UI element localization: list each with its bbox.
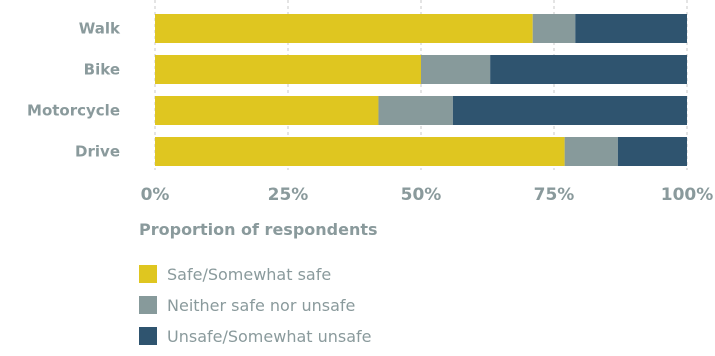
x-tick-label: 75% <box>534 185 575 205</box>
bar-segment <box>452 96 687 125</box>
category-label: Bike <box>84 61 120 79</box>
x-tick-label: 25% <box>268 185 309 205</box>
bar-segment <box>155 96 379 125</box>
bar-segment <box>421 55 491 84</box>
legend-label: Neither safe nor unsafe <box>167 296 355 315</box>
legend-swatch <box>139 296 157 314</box>
bar-segment <box>564 137 618 166</box>
x-tick-label: 100% <box>661 185 714 205</box>
legend: Safe/Somewhat safe Neither safe nor unsaf… <box>139 265 372 346</box>
bar-segment <box>532 14 576 43</box>
category-label: Drive <box>75 143 120 161</box>
gridlines <box>154 0 688 170</box>
x-tick-label: 0% <box>141 185 170 205</box>
bar-segment <box>617 137 687 166</box>
bar-segment <box>575 14 687 43</box>
bar-segment <box>155 55 421 84</box>
category-labels: Walk Bike Motorcycle Drive <box>27 20 121 161</box>
x-axis-title: Proportion of respondents <box>139 220 378 239</box>
category-label: Motorcycle <box>27 102 120 120</box>
bar-segment <box>378 96 453 125</box>
bars <box>155 14 687 166</box>
x-tick-labels: 0% 25% 50% 75% 100% <box>141 185 714 205</box>
bar-segment <box>155 14 533 43</box>
bar-segment <box>155 137 565 166</box>
x-tick-label: 50% <box>401 185 442 205</box>
bar-segment <box>490 55 687 84</box>
legend-swatch <box>139 327 157 345</box>
legend-label: Safe/Somewhat safe <box>167 265 331 284</box>
legend-label: Unsafe/Somewhat unsafe <box>167 327 372 346</box>
category-label: Walk <box>79 20 121 38</box>
legend-swatch <box>139 265 157 283</box>
